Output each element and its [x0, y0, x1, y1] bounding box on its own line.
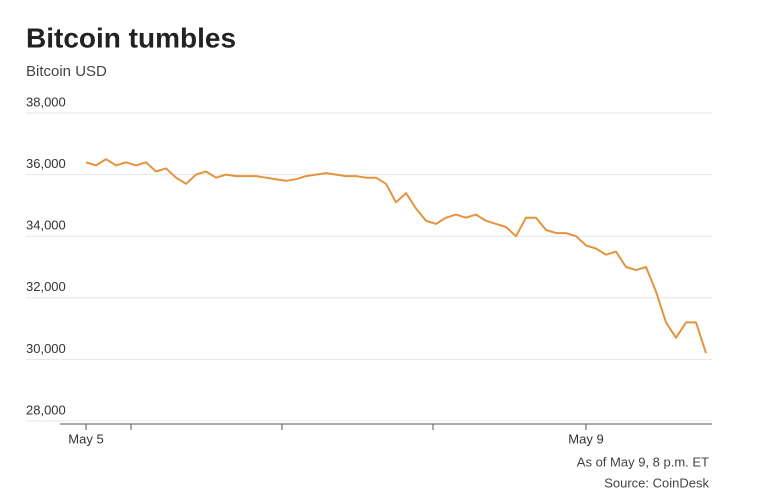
x-tick-label: May 9 [568, 431, 603, 446]
chart-title: Bitcoin tumbles [26, 22, 236, 53]
y-tick-label: 38,000 [26, 94, 66, 109]
y-tick-label: 28,000 [26, 402, 66, 417]
y-tick-label: 34,000 [26, 218, 66, 233]
price-line [85, 158, 707, 354]
chart-subtitle: Bitcoin USD [26, 63, 107, 80]
y-tick-label: 30,000 [26, 341, 66, 356]
annotation: As of May 9, 8 p.m. ET [577, 454, 709, 469]
annotation: Source: CoinDesk [604, 475, 709, 490]
x-tick-label: May 5 [68, 431, 103, 446]
y-tick-label: 32,000 [26, 279, 66, 294]
y-tick-label: 36,000 [26, 156, 66, 171]
